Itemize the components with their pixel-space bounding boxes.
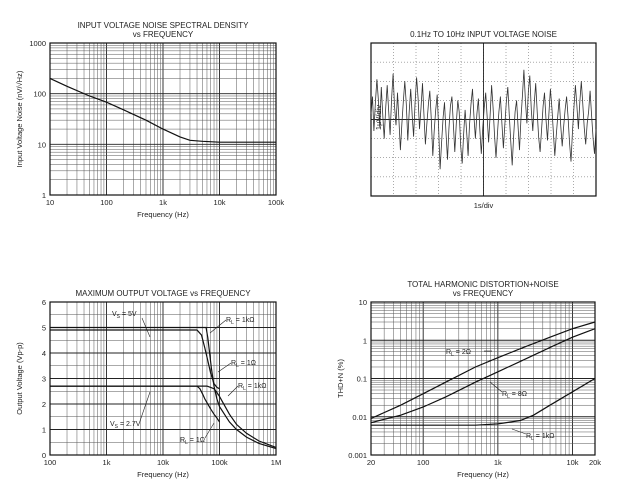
- noise_density-x-tick-label: 100: [100, 198, 113, 207]
- rl-1ohm-bottom-label: RL = 1Ω: [180, 437, 205, 446]
- chart-noise_time: 0.1Hz TO 10Hz INPUT VOLTAGE NOISE 1s/div 1…: [370, 30, 597, 210]
- max_output-series-1-line: [50, 329, 220, 390]
- thd_noise-y-tick-label: 0.001: [348, 451, 367, 460]
- max_output-y-tick-label: 6: [42, 298, 46, 307]
- vs-5v-label: VS = 5V: [112, 311, 137, 320]
- rl-1k-leader: [511, 428, 527, 435]
- vs-2p7v-label: VS = 2.7V: [110, 421, 141, 430]
- max_output-y-axis-label: Output Voltage (Vp-p): [15, 342, 24, 415]
- max_output-x-axis-label: Frequency (Hz): [137, 470, 189, 479]
- noise_density-x-tick-label: 10: [46, 198, 54, 207]
- thd_noise-series-3-line: [371, 377, 596, 426]
- noise_density-x-tick-label: 100k: [268, 198, 285, 207]
- max_output-y-tick-label: 2: [42, 400, 46, 409]
- rl-1ohm-mid-label: RL = 1Ω: [231, 360, 256, 369]
- thd_noise-x-tick-label: 100: [417, 458, 430, 467]
- rl-1ohm-bottom-leader: [204, 422, 215, 439]
- thd_noise-y-tick-label: 1: [363, 336, 367, 345]
- rl-2ohm-label: RL = 2Ω: [446, 349, 471, 358]
- thd_noise-series-2-line: [370, 328, 596, 424]
- noise_density-title: vs FREQUENCY: [133, 30, 194, 39]
- chart-max_output: 100 1k 10k 100k 1M 0 1 2 3 4 5 6 MAXIMUM OUTPUT VOLT…: [15, 289, 281, 479]
- noise_density-y-tick-label: 1: [42, 191, 46, 200]
- rl-8ohm-leader: [489, 381, 503, 393]
- max_output-x-tick-label: 1k: [103, 458, 111, 467]
- max_output-series-2-line: [50, 326, 277, 450]
- max_output-y-tick-label: 1: [42, 426, 46, 435]
- noise_time-plot-frame: [370, 42, 597, 197]
- max_output-title: MAXIMUM OUTPUT VOLTAGE vs FREQUENCY: [75, 289, 251, 298]
- thd_noise-series-1-line: [370, 321, 596, 420]
- chart-thd_noise: 20 100 1k 10k 20k 0.001 0.01 0.1 1 10 TOTAL HARMON…: [336, 280, 601, 479]
- max_output-y-tick-label: 0: [42, 451, 46, 460]
- rl-1ohm-mid-leader: [217, 362, 232, 373]
- rl-1k-top-leader: [209, 319, 227, 334]
- noise_density-grid: [49, 42, 277, 196]
- max_output-y-tick-label: 3: [42, 375, 46, 384]
- noise_density-series-1-line: [49, 77, 276, 143]
- thd_noise-title: TOTAL HARMONIC DISTORTION+NOISE: [407, 280, 558, 289]
- max_output-x-tick-label: 100k: [211, 458, 228, 467]
- thd_noise-y-tick-label: 10: [359, 298, 367, 307]
- noise_density-y-tick-label: 10: [38, 140, 46, 149]
- vs-2p7v-leader: [139, 391, 151, 422]
- max_output-x-tick-label: 100: [44, 458, 57, 467]
- noise_time-x-axis-label: 1s/div: [474, 201, 494, 210]
- thd_noise-x-tick-label: 20k: [589, 458, 601, 467]
- noise_density-title: INPUT VOLTAGE NOISE SPECTRAL DENSITY: [78, 21, 250, 30]
- noise_density-y-tick-label: 1000: [29, 39, 46, 48]
- thd_noise-y-tick-label: 0.1: [357, 375, 367, 384]
- noise_time-trace: [370, 69, 597, 170]
- noise_time-title: 0.1Hz TO 10Hz INPUT VOLTAGE NOISE: [410, 30, 557, 39]
- max_output-y-tick-label: 5: [42, 324, 46, 333]
- max_output-x-tick-label: 1M: [271, 458, 281, 467]
- noise_density-x-tick-label: 1k: [159, 198, 167, 207]
- max_output-y-tick-label: 4: [42, 349, 46, 358]
- noise_density-x-axis-label: Frequency (Hz): [137, 210, 189, 219]
- max_output-x-tick-label: 10k: [157, 458, 169, 467]
- rl-1k-bottom-label: RL = 1kΩ: [238, 383, 266, 392]
- rl-1k-label: RL = 1kΩ: [526, 433, 554, 442]
- max_output-plot-frame: [49, 301, 277, 456]
- rl-8ohm-label: RL = 8Ω: [502, 391, 527, 400]
- thd_noise-x-tick-label: 1k: [494, 458, 502, 467]
- rl-1k-top-label: RL = 1kΩ: [226, 317, 254, 326]
- thd_noise-y-tick-label: 0.01: [352, 413, 367, 422]
- noise_density-y-tick-label: 100: [33, 90, 46, 99]
- thd_noise-title: vs FREQUENCY: [453, 289, 514, 298]
- noise_density-y-axis-label: Input Voltage Noise (nV/√Hz): [15, 70, 24, 167]
- thd_noise-y-axis-label: THD+N (%): [336, 359, 345, 398]
- thd_noise-x-tick-label: 20: [367, 458, 375, 467]
- rl-1k-bottom-leader: [227, 385, 239, 397]
- max_output-grid: [49, 301, 277, 456]
- noise_time-y-axis-label: 1μV/div: [374, 105, 383, 130]
- max_output-series-4-line: [50, 385, 220, 423]
- thd_noise-x-axis-label: Frequency (Hz): [457, 470, 509, 479]
- vs-5v-leader: [141, 317, 151, 338]
- noise_density-plot-frame: [49, 42, 277, 196]
- thd_noise-x-tick-label: 10k: [566, 458, 578, 467]
- noise_density-x-tick-label: 10k: [213, 198, 225, 207]
- thd_noise-grid: [370, 301, 596, 456]
